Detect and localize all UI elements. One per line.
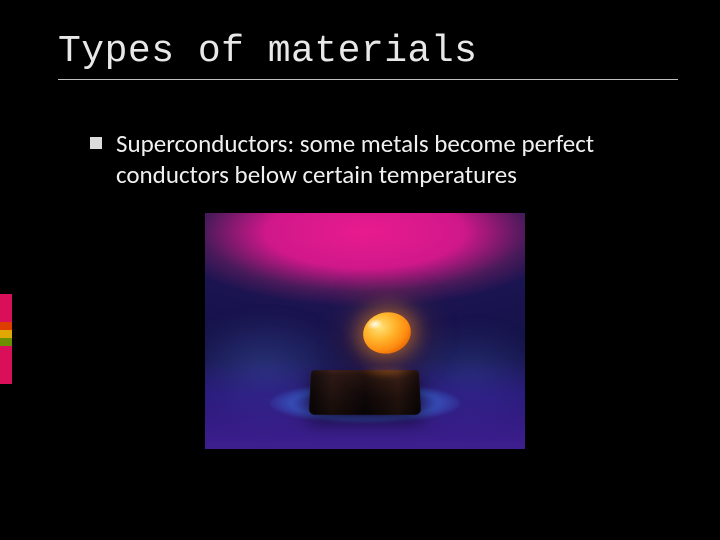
slide-title: Types of materials	[0, 30, 720, 73]
superconductor-image	[205, 213, 525, 449]
image-disc-shadow	[359, 365, 415, 379]
accent-bar	[0, 330, 12, 338]
slide: Types of materials Superconductors: some…	[0, 0, 720, 540]
accent-bar	[0, 294, 12, 322]
accent-bar	[0, 322, 12, 330]
accent-bar	[0, 338, 12, 346]
bullet-text: Superconductors: some metals become perf…	[116, 128, 640, 191]
left-accent-bars	[0, 294, 12, 384]
bullet-item: Superconductors: some metals become perf…	[90, 128, 640, 191]
bullet-square-icon	[90, 137, 102, 149]
slide-body: Superconductors: some metals become perf…	[0, 80, 720, 449]
accent-bar	[0, 346, 12, 384]
